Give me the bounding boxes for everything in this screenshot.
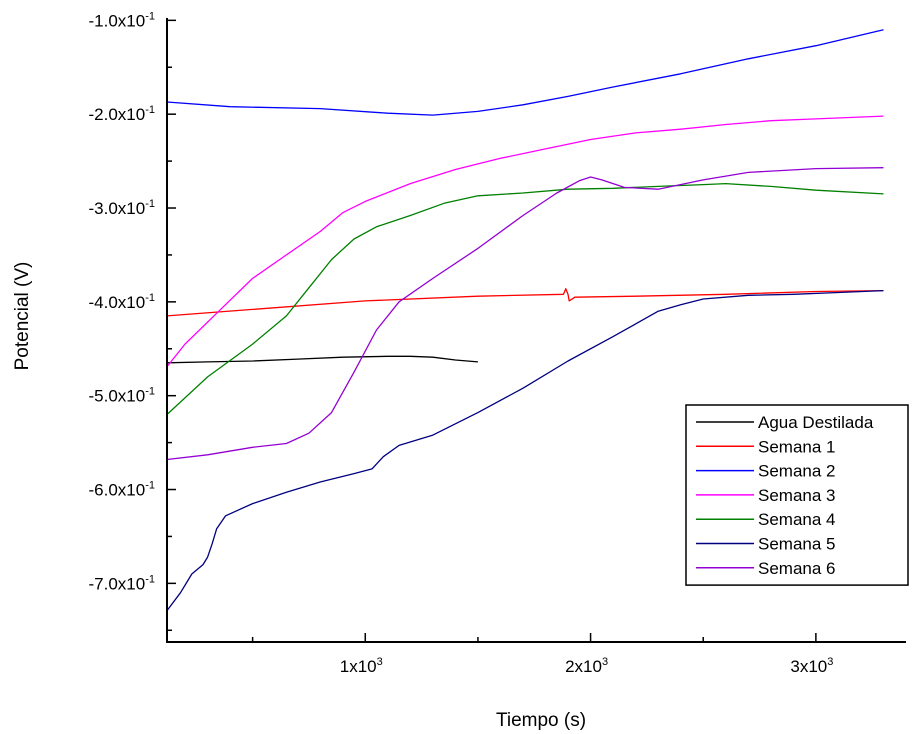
series-line-1: [166, 355, 478, 364]
y-tick-label: -3.0x10-1: [89, 198, 155, 218]
legend: Agua Destilada Semana 1 Semana 2 Semana 3 Se…: [685, 404, 909, 586]
y-tick-label: -1.0x10-1: [89, 10, 155, 30]
tick-labels: -1.0x10-1 -2.0x10-1 -3.0x10-1 -4.0x10-1 -5.0…: [89, 10, 834, 676]
series-line-4: [166, 115, 884, 368]
series-line-6: [166, 289, 884, 611]
legend-label: Semana 6: [758, 559, 836, 578]
series-line-7: [166, 167, 884, 461]
legend-label: Semana 1: [758, 437, 836, 456]
x-tick-label: 3x103: [790, 656, 833, 676]
x-tick-label: 2x103: [565, 656, 608, 676]
axes-layer: [166, 18, 906, 643]
y-tick-label: -7.0x10-1: [89, 573, 155, 593]
legend-label: Agua Destilada: [758, 413, 874, 432]
y-axis-title: Potencial (V): [12, 262, 33, 371]
x-tick-label: 1x103: [340, 656, 383, 676]
y-tick-label: -2.0x10-1: [89, 104, 155, 124]
legend-label: Semana 2: [758, 462, 836, 481]
series-line-2: [166, 288, 884, 317]
series-layer: [166, 29, 884, 611]
series-line-3: [166, 29, 884, 116]
y-tick-label: -4.0x10-1: [89, 292, 155, 312]
y-tick-label: -6.0x10-1: [89, 480, 155, 500]
x-axis-title: Tiempo (s): [496, 710, 586, 731]
series-line-5: [166, 182, 884, 415]
legend-label: Semana 4: [758, 510, 836, 529]
legend-label: Semana 5: [758, 535, 836, 554]
legend-label: Semana 3: [758, 486, 836, 505]
y-tick-label: -5.0x10-1: [89, 386, 155, 406]
